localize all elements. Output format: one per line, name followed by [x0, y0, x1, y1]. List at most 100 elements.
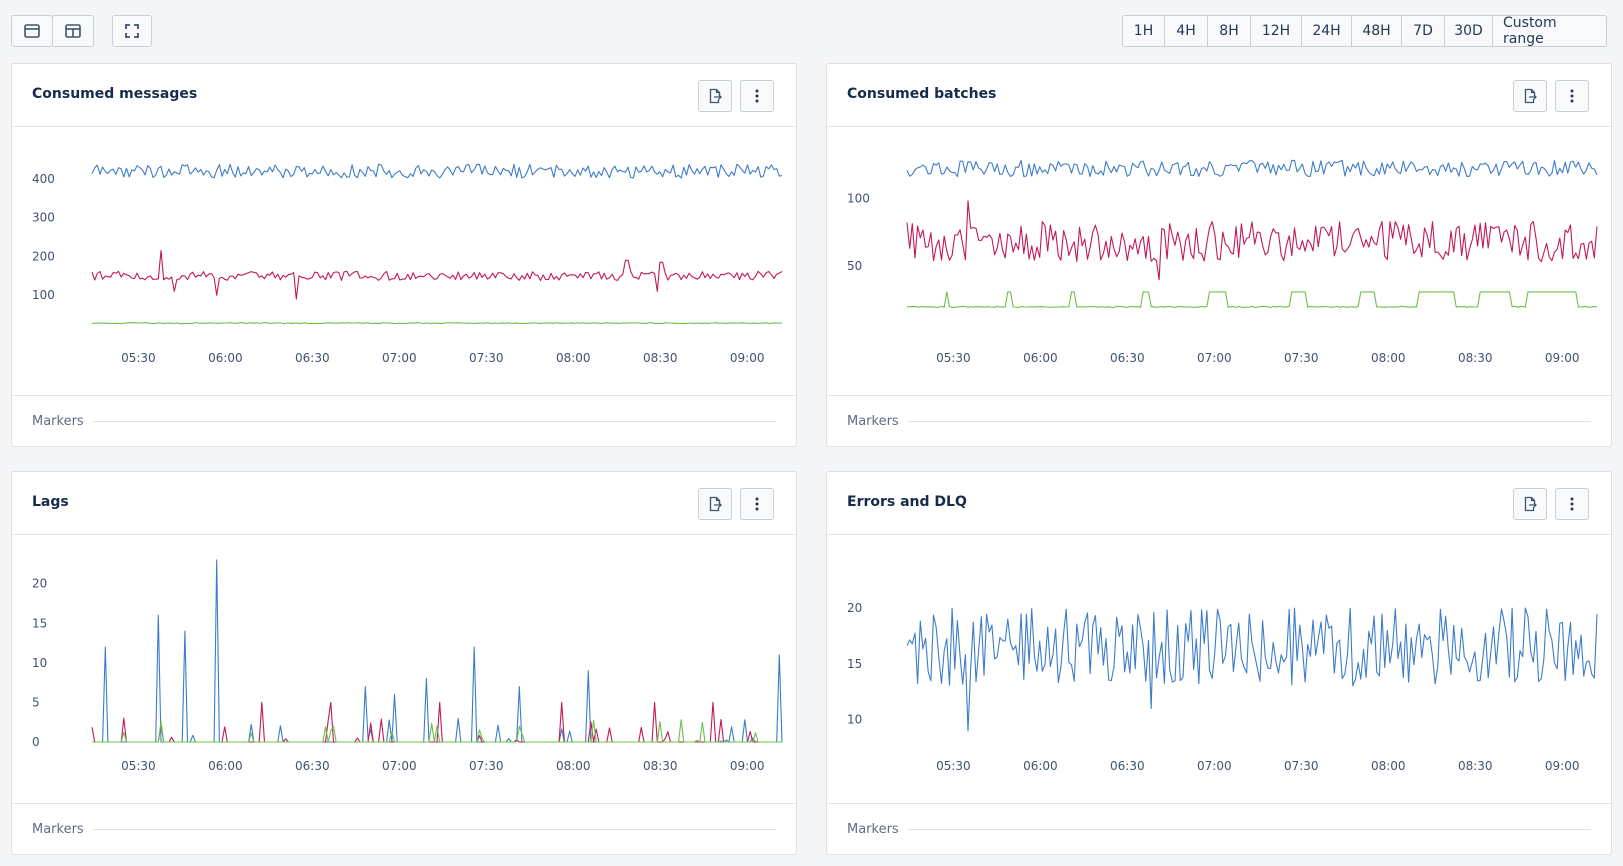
markers-track	[908, 421, 1591, 422]
more-vertical-icon	[755, 89, 759, 103]
x-tick-label: 08:30	[1458, 351, 1493, 365]
single-column-layout-icon	[24, 24, 40, 38]
more-options-button[interactable]	[740, 488, 774, 520]
chart-area: 10 15 20 05:30 06:00 06:30 07:00 07:30 08:00 08:3…	[827, 534, 1613, 794]
export-icon	[709, 496, 722, 512]
x-tick-label: 08:30	[1458, 759, 1493, 773]
series-line-green	[906, 291, 1598, 308]
markers-label: Markers	[32, 822, 84, 837]
more-options-button[interactable]	[740, 80, 774, 112]
markers-track	[93, 421, 776, 422]
x-tick-label: 06:00	[1023, 759, 1058, 773]
panel-header: Errors and DLQ	[827, 472, 1611, 535]
series-line-blue	[92, 559, 783, 743]
x-tick-label: 07:30	[469, 351, 504, 365]
export-button[interactable]	[698, 80, 732, 112]
x-tick-label: 07:00	[382, 351, 417, 365]
y-tick-label: 5	[32, 695, 40, 709]
x-tick-label: 08:00	[1371, 351, 1406, 365]
markers-row: Markers	[12, 803, 796, 854]
x-tick-label: 05:30	[121, 759, 156, 773]
x-tick-label: 06:00	[208, 351, 243, 365]
more-vertical-icon	[1570, 89, 1574, 103]
x-tick-label: 05:30	[936, 351, 971, 365]
panel-errors-and-dlq: Errors and DLQ 10 15 20 05:30 06:00 06:30 07:0…	[826, 471, 1612, 855]
y-tick-label: 20	[32, 577, 47, 591]
series-line-green	[91, 322, 783, 325]
markers-label: Markers	[847, 822, 899, 837]
x-tick-label: 09:00	[1545, 759, 1580, 773]
y-tick-label: 20	[847, 601, 862, 615]
range-4h-button[interactable]: 4H	[1165, 16, 1208, 46]
range-12h-button[interactable]: 12H	[1251, 16, 1302, 46]
range-30d-button[interactable]: 30D	[1445, 16, 1493, 46]
y-tick-label: 400	[32, 172, 55, 186]
x-tick-label: 07:30	[1284, 759, 1319, 773]
more-options-button[interactable]	[1555, 488, 1589, 520]
range-24h-button[interactable]: 24H	[1302, 16, 1352, 46]
more-vertical-icon	[755, 497, 759, 511]
series-line-magenta	[906, 200, 1598, 281]
export-button[interactable]	[698, 488, 732, 520]
x-tick-label: 07:30	[469, 759, 504, 773]
markers-row: Markers	[827, 395, 1611, 446]
x-tick-label: 06:00	[1023, 351, 1058, 365]
y-tick-label: 100	[32, 288, 55, 302]
export-icon	[1524, 496, 1537, 512]
series-line-magenta	[91, 250, 783, 300]
x-tick-label: 07:00	[1197, 759, 1232, 773]
markers-track	[908, 829, 1591, 830]
chart-area: 100 200 300 400 05:30 06:00 06:30 07:00 07:30 08:…	[12, 126, 798, 386]
range-1h-button[interactable]: 1H	[1123, 16, 1165, 46]
markers-label: Markers	[847, 414, 899, 429]
x-tick-label: 08:00	[556, 759, 591, 773]
panel-consumed-messages: Consumed messages 100 200 300 400 05:30 06:00…	[11, 63, 797, 447]
y-tick-label: 300	[32, 211, 55, 225]
x-tick-label: 06:30	[295, 759, 330, 773]
range-8h-button[interactable]: 8H	[1208, 16, 1251, 46]
panel-consumed-batches: Consumed batches 50 100 05:30 06:00 06:30 07:…	[826, 63, 1612, 447]
panel-lags: Lags 0 5 10 15 20 05:30 06:00 06:30 07:00 07:30 08…	[11, 471, 797, 855]
series-line-green	[92, 719, 782, 743]
y-tick-label: 50	[847, 259, 862, 273]
y-tick-label: 15	[847, 657, 862, 671]
markers-row: Markers	[827, 803, 1611, 854]
x-tick-label: 08:30	[643, 351, 678, 365]
two-column-layout-icon	[65, 24, 81, 38]
x-tick-label: 08:00	[1371, 759, 1406, 773]
two-column-layout-button[interactable]	[52, 15, 94, 47]
series-line-blue	[906, 607, 1598, 732]
panel-title: Errors and DLQ	[847, 494, 967, 510]
export-icon	[709, 88, 722, 104]
x-tick-label: 07:00	[382, 759, 417, 773]
more-options-button[interactable]	[1555, 80, 1589, 112]
fullscreen-button[interactable]	[112, 15, 152, 47]
range-7d-button[interactable]: 7D	[1402, 16, 1445, 46]
series-line-blue	[906, 159, 1598, 178]
x-tick-label: 06:30	[1110, 759, 1145, 773]
y-tick-label: 100	[847, 191, 870, 205]
x-tick-label: 08:00	[556, 351, 591, 365]
panel-header: Consumed messages	[12, 64, 796, 127]
panel-title: Consumed batches	[847, 86, 997, 102]
series-line-magenta	[91, 701, 782, 743]
fullscreen-icon	[125, 24, 139, 38]
panel-header: Consumed batches	[827, 64, 1611, 127]
export-icon	[1524, 88, 1537, 104]
export-button[interactable]	[1513, 488, 1547, 520]
x-tick-label: 05:30	[936, 759, 971, 773]
panel-title: Lags	[32, 494, 69, 510]
y-tick-label: 200	[32, 249, 55, 263]
x-tick-label: 07:00	[1197, 351, 1232, 365]
export-button[interactable]	[1513, 80, 1547, 112]
range-48h-button[interactable]: 48H	[1352, 16, 1402, 46]
markers-row: Markers	[12, 395, 796, 446]
x-tick-label: 08:30	[643, 759, 678, 773]
custom-range-button[interactable]: Custom range	[1503, 15, 1557, 47]
more-vertical-icon	[1570, 497, 1574, 511]
y-tick-label: 15	[32, 616, 47, 630]
markers-label: Markers	[32, 414, 84, 429]
single-column-layout-button[interactable]	[11, 15, 53, 47]
time-range-selector: 1H 4H 8H 12H 24H 48H 7D 30D Custom range	[1122, 15, 1607, 47]
chart-area: 50 100 05:30 06:00 06:30 07:00 07:30 08:00 08:30…	[827, 126, 1613, 386]
